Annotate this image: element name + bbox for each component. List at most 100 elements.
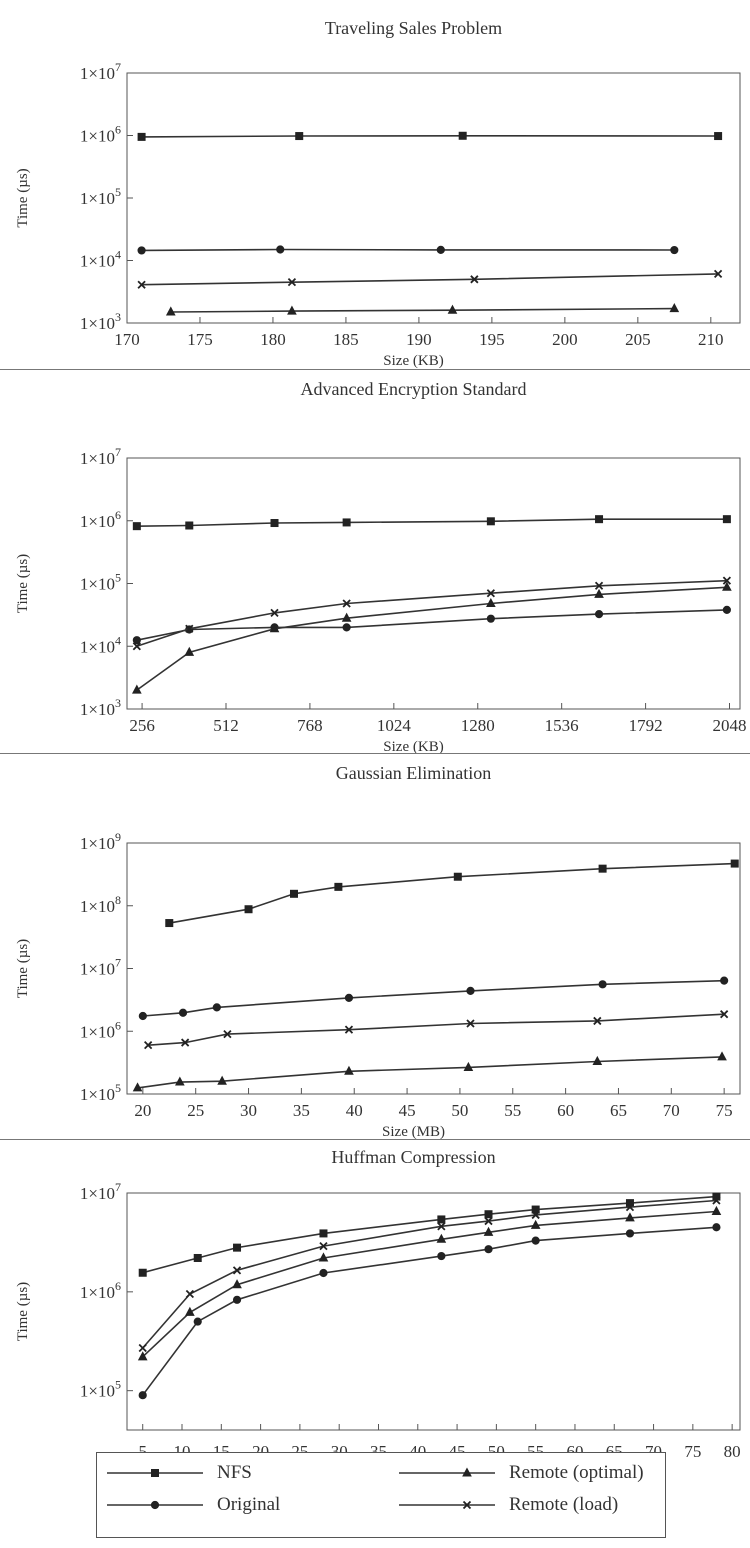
advanced-encryption-standard-x-tick-label: 2048 — [713, 716, 747, 735]
gaussian-elimination-x-tick-label: 65 — [610, 1101, 627, 1120]
traveling-sales-problem-point-nfs — [458, 131, 467, 140]
gaussian-elimination-point-nfs — [165, 919, 174, 928]
huffman-compression-point-original — [531, 1236, 540, 1245]
advanced-encryption-standard-point-original — [594, 610, 604, 619]
advanced-encryption-standard-point-remote-optimal — [132, 684, 142, 694]
advanced-encryption-standard-point-remote-load — [185, 624, 194, 633]
legend-marker-original — [150, 1500, 160, 1510]
traveling-sales-problem-series-nfs — [137, 131, 723, 141]
gaussian-elimination-point-remote-load — [720, 1010, 729, 1019]
huffman-compression-point-original — [232, 1295, 242, 1304]
gaussian-elimination-point-remote-load — [180, 1038, 190, 1047]
gaussian-elimination-x-tick-label: 35 — [293, 1101, 310, 1120]
advanced-encryption-standard-point-nfs — [270, 519, 279, 528]
traveling-sales-problem-x-tick-label: 195 — [479, 330, 505, 349]
huffman-compression-point-nfs — [319, 1229, 328, 1238]
advanced-encryption-standard-y-tick-label: 1×103 — [80, 696, 121, 719]
advanced-encryption-standard-series-nfs — [132, 515, 731, 531]
traveling-sales-problem-point-remote-optimal — [165, 306, 176, 316]
gaussian-elimination-point-remote-optimal — [344, 1065, 354, 1075]
advanced-encryption-standard-point-remote-optimal — [184, 646, 195, 656]
gaussian-elimination-x-tick-label: 70 — [663, 1101, 680, 1120]
traveling-sales-problem-series-remote-load — [137, 269, 723, 289]
advanced-encryption-standard-point-nfs — [132, 522, 141, 531]
advanced-encryption-standard-point-remote-load — [342, 599, 351, 608]
traveling-sales-problem-x-tick-label: 175 — [187, 330, 213, 349]
traveling-sales-problem-x-axis-label: Size (KB) — [383, 353, 443, 369]
legend-marker-remote-optimal — [462, 1467, 472, 1477]
advanced-encryption-standard-point-remote-optimal — [269, 623, 280, 633]
advanced-encryption-standard-point-remote-load — [132, 642, 141, 651]
traveling-sales-problem-x-tick-label: 200 — [552, 330, 578, 349]
advanced-encryption-standard-point-remote-optimal — [341, 612, 352, 622]
traveling-sales-problem-y-tick-label: 1×105 — [80, 185, 121, 208]
gaussian-elimination-title: Gaussian Elimination — [336, 763, 491, 783]
traveling-sales-problem-point-nfs — [137, 132, 146, 141]
gaussian-elimination-point-original — [598, 980, 607, 989]
legend-item-original: Original — [105, 1493, 280, 1517]
huffman-compression-point-remote-optimal — [137, 1351, 148, 1361]
traveling-sales-problem-series-remote-optimal — [165, 303, 680, 316]
traveling-sales-problem-point-original — [137, 246, 146, 255]
advanced-encryption-standard-point-nfs — [722, 515, 731, 524]
traveling-sales-problem-x-tick-label: 190 — [406, 330, 432, 349]
huffman-compression-title: Huffman Compression — [331, 1147, 495, 1167]
huffman-compression-point-remote-load — [625, 1202, 635, 1212]
huffman-chart-svg: Huffman Compression1×1051×1061×107510152… — [15, 1147, 741, 1482]
legend-label-nfs: NFS — [217, 1462, 252, 1483]
huffman-compression-point-nfs — [138, 1268, 147, 1277]
gaussian-elimination-point-original — [720, 976, 729, 985]
advanced-encryption-standard-point-original — [342, 623, 351, 632]
gaussian-elimination-point-nfs — [453, 872, 462, 881]
traveling-sales-problem-y-tick-label: 1×107 — [80, 60, 121, 83]
huffman-compression-series-remote-load — [138, 1196, 721, 1353]
advanced-encryption-standard-point-remote-optimal — [722, 581, 732, 591]
huffman-compression-point-remote-optimal — [711, 1205, 722, 1215]
huffman-compression-point-remote-optimal — [483, 1226, 494, 1236]
advanced-encryption-standard-point-remote-load — [270, 608, 279, 618]
gaussian-elimination-point-remote-optimal — [217, 1075, 227, 1085]
gaussian-elimination-x-tick-label: 30 — [240, 1101, 257, 1120]
gaussian-elimination-point-nfs — [598, 864, 607, 873]
gaussian-elimination-x-tick-label: 75 — [716, 1101, 733, 1120]
huffman-compression-point-nfs — [484, 1210, 493, 1219]
gaussian-elimination-series-nfs — [165, 859, 739, 928]
advanced-encryption-standard-point-remote-optimal — [594, 588, 604, 598]
legend-marker-remote-load — [462, 1500, 472, 1510]
gaussian-elimination-x-tick-label: 20 — [134, 1101, 151, 1120]
huffman-compression-point-remote-optimal — [530, 1219, 541, 1229]
huffman-compression-y-tick-label: 1×106 — [80, 1279, 121, 1302]
huffman-compression-series-nfs — [138, 1192, 721, 1277]
legend-label-remote-load: Remote (load) — [509, 1494, 619, 1515]
traveling-sales-problem-x-tick-label: 185 — [333, 330, 359, 349]
advanced-encryption-standard-x-tick-label: 1280 — [461, 716, 495, 735]
huffman-compression-point-remote-load — [185, 1289, 195, 1299]
gaussian-chart-svg: Gaussian Elimination 1×105 1×106 1×107 1×108… — [15, 763, 741, 1140]
traveling-sales-problem-line-original — [141, 248, 675, 252]
huffman-compression-point-original — [712, 1223, 721, 1232]
gaussian-elimination-y-tick-label: 1×107 — [80, 956, 121, 979]
gaussian-elimination-series-remote-load — [144, 1010, 729, 1050]
advanced-encryption-standard-point-original — [722, 605, 731, 614]
advanced-encryption-standard-point-remote-load — [594, 581, 604, 590]
traveling-sales-problem-y-tick-label: 1×103 — [80, 310, 121, 333]
gaussian-elimination-y-tick-label: 1×105 — [80, 1081, 121, 1104]
traveling-sales-problem-point-original — [670, 245, 679, 255]
gaussian-elimination-point-original — [138, 1011, 147, 1021]
legend-item-remote-optimal: Remote (optimal) — [397, 1461, 644, 1485]
advanced-encryption-standard-y-tick-label: 1×105 — [80, 571, 121, 594]
traveling-sales-problem-point-nfs — [295, 132, 304, 141]
gaussian-elimination-point-remote-optimal — [463, 1061, 474, 1071]
traveling-sales-problem-point-remote-load — [713, 269, 723, 279]
huffman-compression-x-tick-label: 5 — [138, 1442, 147, 1461]
traveling-sales-problem-point-original — [436, 245, 445, 254]
gaussian-elimination-point-nfs — [730, 859, 739, 868]
advanced-encryption-standard-series-remote-optimal — [132, 581, 732, 694]
advanced-encryption-standard-point-nfs — [595, 515, 604, 524]
advanced-encryption-standard-y-tick-label: 1×106 — [80, 508, 121, 531]
advanced-encryption-standard-x-tick-label: 1536 — [545, 716, 579, 735]
legend-item-nfs: NFS — [105, 1461, 252, 1485]
huffman-compression-point-remote-load — [138, 1343, 147, 1353]
tsp-chart-svg: Traveling Sales Problem 1×103 1×104 1×105 1×… — [15, 18, 741, 369]
